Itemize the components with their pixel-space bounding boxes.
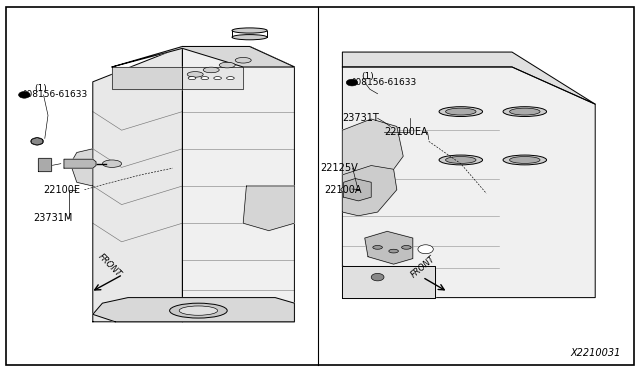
Polygon shape [182,67,243,89]
Polygon shape [93,46,182,322]
Polygon shape [182,46,294,67]
Polygon shape [64,159,96,168]
Text: 22100EA: 22100EA [384,127,428,137]
Ellipse shape [509,108,540,115]
Polygon shape [344,179,371,201]
Ellipse shape [445,108,476,115]
Ellipse shape [503,107,547,116]
Text: 22100A: 22100A [324,185,362,195]
Ellipse shape [509,157,540,163]
Polygon shape [38,158,51,171]
Polygon shape [342,52,595,104]
Polygon shape [243,186,294,231]
Polygon shape [112,67,182,89]
Ellipse shape [170,303,227,318]
Polygon shape [342,266,435,298]
Ellipse shape [372,246,383,249]
Ellipse shape [188,77,196,80]
Ellipse shape [227,77,234,80]
Text: X2210031: X2210031 [570,348,621,358]
Polygon shape [93,298,294,322]
Text: FRONT: FRONT [410,254,437,280]
Ellipse shape [445,157,476,163]
Ellipse shape [201,77,209,80]
Polygon shape [342,119,403,190]
Polygon shape [182,46,294,322]
Polygon shape [112,46,294,67]
Ellipse shape [232,28,268,33]
Text: FRONT: FRONT [97,251,124,278]
Ellipse shape [187,71,204,77]
Ellipse shape [214,77,221,80]
Circle shape [418,245,433,254]
Ellipse shape [402,246,412,249]
Ellipse shape [388,249,398,253]
Circle shape [31,138,44,145]
Text: 22125V: 22125V [320,163,358,173]
Ellipse shape [341,186,357,193]
Text: °08156-61633: °08156-61633 [351,78,416,87]
Circle shape [19,92,30,98]
Ellipse shape [236,57,252,63]
Circle shape [346,79,358,86]
Text: 22100E: 22100E [44,185,81,195]
Ellipse shape [102,160,122,167]
Text: 23731T: 23731T [342,113,379,123]
Text: 23731M: 23731M [33,213,73,222]
Polygon shape [70,149,93,186]
Ellipse shape [219,62,236,68]
Text: (1): (1) [34,84,47,93]
Text: °08156-61633: °08156-61633 [22,90,88,99]
Polygon shape [365,231,413,264]
Ellipse shape [204,67,219,73]
Ellipse shape [439,155,483,165]
Circle shape [371,273,384,281]
Polygon shape [342,67,595,298]
Ellipse shape [439,107,483,116]
Ellipse shape [179,306,218,315]
Text: (1): (1) [362,72,374,81]
Ellipse shape [232,35,268,40]
Polygon shape [342,166,397,216]
Ellipse shape [503,155,547,165]
